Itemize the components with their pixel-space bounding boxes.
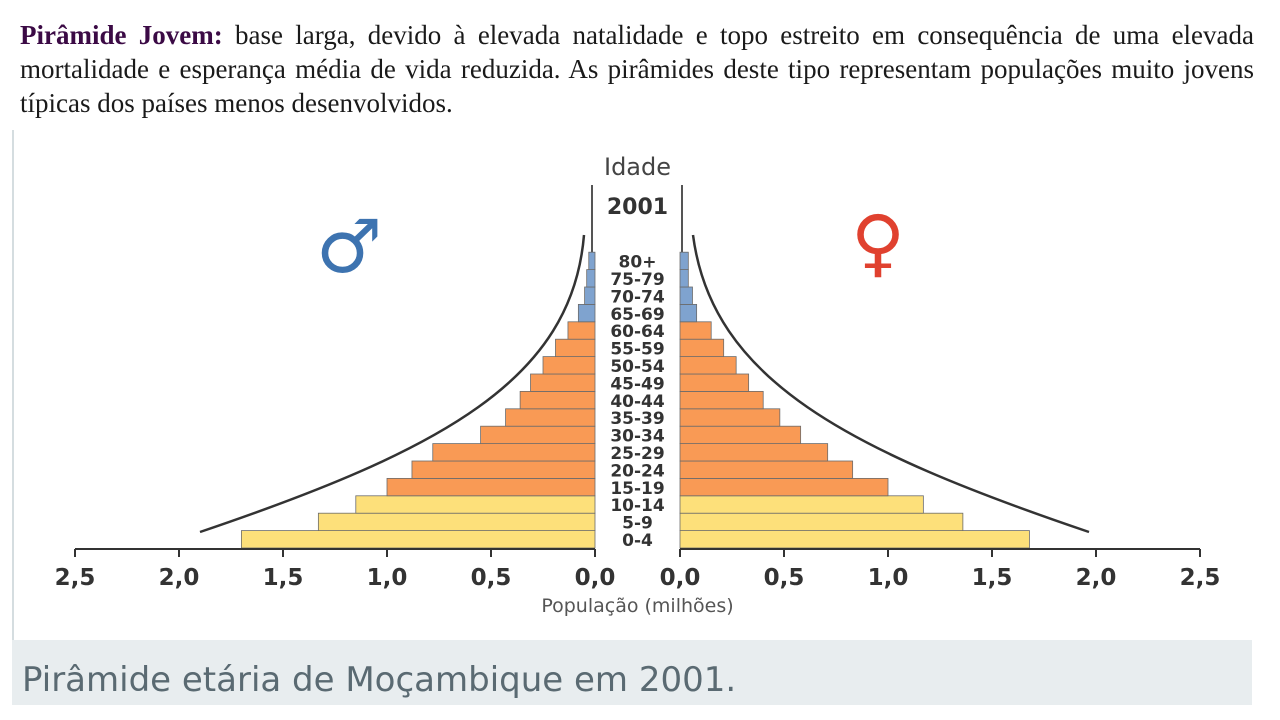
bar-female-0-4: [679, 530, 1030, 549]
intro-paragraph: Pirâmide Jovem: base larga, devido à ele…: [20, 18, 1254, 120]
x-tick-label-right: 1,5: [972, 565, 1013, 591]
age-label: 25-29: [610, 444, 664, 464]
bar-male-10-14: [355, 495, 596, 514]
x-tick-label-right: 2,5: [1180, 565, 1221, 591]
bar-male-5-9: [317, 512, 596, 532]
bar-female-45-49: [679, 373, 750, 392]
bar-male-0-4: [240, 530, 596, 549]
x-tick-label-right: 0,0: [660, 565, 701, 591]
year-label: 2001: [607, 195, 668, 220]
age-axis-title: Idade: [604, 153, 671, 181]
age-label: 30-34: [610, 427, 665, 447]
bar-male-60-64: [567, 321, 596, 340]
figure-edge: [12, 130, 14, 640]
caption-band: [12, 640, 1252, 705]
bar-female-60-64: [679, 321, 712, 340]
bar-male-15-19: [386, 477, 596, 497]
bar-male-65-69: [577, 303, 596, 323]
bar-female-5-9: [679, 512, 964, 532]
age-label: 0-4: [622, 531, 653, 551]
x-tick-label-left: 1,0: [367, 565, 408, 591]
female-symbol-icon: ♀: [851, 200, 905, 286]
bar-male-45-49: [530, 373, 596, 392]
bar-female-35-39: [679, 408, 781, 427]
bar-male-80+: [588, 251, 596, 270]
pyramid-figure: Pirâmide etária de Moçambique em 2001. 0…: [12, 130, 1252, 705]
x-axis-title: População (milhões): [541, 595, 733, 617]
intro-body: base larga, devido à elevada natalidade …: [20, 20, 1255, 118]
bar-female-15-19: [679, 477, 889, 497]
age-label: 20-24: [610, 461, 665, 481]
female-envelope-curve: [691, 234, 1090, 534]
population-pyramid-chart: 0-45-910-1415-1920-2425-2930-3435-3940-4…: [55, 153, 1221, 617]
bar-male-40-44: [519, 390, 596, 410]
bar-male-55-59: [555, 338, 596, 357]
age-label: 45-49: [610, 374, 664, 394]
bar-female-80+: [679, 251, 689, 270]
age-label: 75-79: [610, 270, 664, 290]
intro-heading: Pirâmide Jovem:: [20, 20, 223, 50]
bar-female-50-54: [679, 356, 737, 375]
x-tick-label-right: 2,0: [1076, 565, 1117, 591]
age-label: 70-74: [610, 287, 665, 307]
bar-female-10-14: [679, 495, 924, 514]
x-tick-label-left: 1,5: [263, 565, 304, 591]
bar-female-55-59: [679, 338, 725, 357]
bar-female-70-74: [679, 286, 693, 305]
bar-male-50-54: [542, 356, 596, 375]
age-label: 15-19: [610, 479, 664, 499]
bar-female-40-44: [679, 390, 764, 410]
bar-male-35-39: [505, 408, 596, 427]
age-label: 5-9: [622, 514, 653, 534]
age-label: 80+: [619, 253, 657, 273]
x-tick-label-left: 0,0: [575, 565, 616, 591]
age-label: 60-64: [610, 322, 665, 342]
bar-male-70-74: [584, 286, 596, 305]
x-tick-label-left: 2,0: [159, 565, 200, 591]
age-label: 35-39: [610, 409, 664, 429]
x-tick-label-right: 1,0: [868, 565, 909, 591]
bar-male-20-24: [411, 460, 596, 479]
bar-female-75-79: [679, 269, 689, 288]
age-label: 40-44: [610, 392, 665, 412]
age-label: 65-69: [610, 305, 664, 325]
bar-female-25-29: [679, 443, 829, 462]
x-tick-label-left: 0,5: [471, 565, 512, 591]
age-label: 10-14: [610, 496, 665, 516]
bar-female-30-34: [679, 425, 802, 445]
male-symbol-icon: ♂: [316, 204, 382, 290]
age-label: 50-54: [610, 357, 665, 377]
male-envelope-curve: [199, 234, 586, 534]
figure-caption: Pirâmide etária de Moçambique em 2001.: [22, 660, 737, 700]
bar-female-20-24: [679, 460, 854, 479]
bar-male-30-34: [480, 425, 596, 445]
bar-male-75-79: [586, 269, 596, 288]
age-label: 55-59: [610, 340, 664, 360]
x-tick-label-left: 2,5: [55, 565, 96, 591]
bar-male-25-29: [432, 443, 596, 462]
x-tick-label-right: 0,5: [764, 565, 805, 591]
bar-female-65-69: [679, 303, 698, 323]
